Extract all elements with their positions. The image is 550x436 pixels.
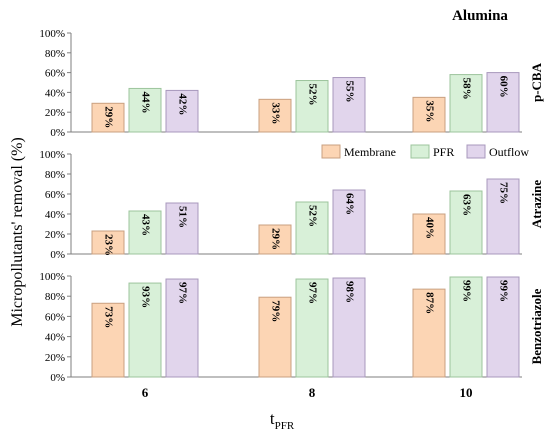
legend-label: Membrane — [344, 145, 396, 159]
bar-data-label: 75% — [497, 182, 509, 204]
bar-data-label: 40% — [423, 217, 435, 239]
bar-data-label: 52% — [306, 84, 318, 106]
bar-data-label: 42% — [176, 93, 188, 115]
bar-data-label: 29% — [102, 106, 114, 128]
y-tick-label: 20% — [45, 229, 65, 241]
y-tick-label: 60% — [45, 68, 65, 80]
bar-pfr-8 — [295, 201, 329, 255]
y-tick-label: 80% — [45, 169, 65, 181]
bar-data-label: 63% — [460, 194, 472, 216]
bar-data-label: 87% — [423, 292, 435, 314]
bar-data-label: 73% — [102, 306, 114, 328]
bar-pfr-8 — [295, 80, 329, 133]
panel-label: Benzotriazole — [529, 288, 544, 364]
panels-group: 0% 20% 40% 60% 80% 100% 29% 33% 35% 44% 52% 58% 42% 5… — [39, 28, 544, 384]
bar-data-label: 97% — [306, 282, 318, 304]
panel-atrazine: 0% 20% 40% 60% 80% 100% 23% 29% 40% 43% 52% 63% 51% 6… — [39, 149, 544, 261]
legend-item-outflow: Outflow — [466, 144, 529, 159]
bar-outflow-6 — [165, 278, 199, 378]
bar-data-label: 51% — [176, 206, 188, 228]
bar-data-label: 58% — [460, 78, 472, 100]
bar-data-label: 60% — [497, 76, 509, 98]
y-tick-label: 80% — [45, 48, 65, 60]
bar-membrane-10 — [412, 213, 446, 255]
bar-data-label: 33% — [269, 102, 281, 124]
legend-item-membrane: Membrane — [321, 144, 396, 159]
legend-swatch — [321, 144, 341, 159]
x-axis-label-sub: PFR — [275, 420, 295, 432]
legend-item-pfr: PFR — [410, 144, 454, 159]
bar-data-label: 93% — [139, 286, 151, 308]
legend-label: PFR — [433, 145, 454, 159]
legend-swatch — [410, 144, 430, 159]
bar-data-label: 79% — [269, 300, 281, 322]
bar-membrane-10 — [412, 288, 446, 378]
x-axis-label: tPFR — [270, 409, 295, 432]
chart-title: Alumina — [452, 8, 508, 24]
panel-label: p-CBA — [529, 62, 544, 102]
bar-outflow-6 — [165, 89, 199, 133]
y-tick-label: 60% — [45, 311, 65, 323]
bar-data-label: 97% — [176, 282, 188, 304]
x-tick-label: 8 — [309, 385, 316, 400]
bar-data-label: 52% — [306, 205, 318, 227]
bar-data-label: 29% — [269, 228, 281, 250]
legend: Membrane PFR Outflow — [321, 144, 529, 159]
panel-label: Atrazine — [529, 180, 544, 229]
bar-data-label: 64% — [343, 193, 355, 215]
y-tick-label: 20% — [45, 352, 65, 364]
y-tick-label: 40% — [45, 332, 65, 344]
y-tick-label: 20% — [45, 107, 65, 119]
y-tick-label: 40% — [45, 209, 65, 221]
bar-outflow-8 — [332, 189, 366, 255]
bar-pfr-6 — [128, 87, 162, 133]
bar-pfr-6 — [128, 282, 162, 378]
x-tick-labels: 6 8 10 — [142, 385, 473, 400]
y-tick-label: 40% — [45, 87, 65, 99]
bar-pfr-10 — [449, 74, 483, 133]
bar-membrane-8 — [258, 224, 292, 255]
y-tick-label: 100% — [39, 149, 65, 161]
bar-data-label: 43% — [139, 214, 151, 236]
bar-data-label: 23% — [102, 234, 114, 256]
x-tick-label: 10 — [460, 385, 473, 400]
bar-data-label: 98% — [343, 281, 355, 303]
bar-pfr-8 — [295, 278, 329, 378]
y-tick-label: 60% — [45, 189, 65, 201]
legend-label: Outflow — [489, 145, 529, 159]
y-tick-label: 0% — [50, 249, 65, 261]
bar-data-label: 99% — [460, 280, 472, 302]
bar-membrane-8 — [258, 296, 292, 378]
y-tick-label: 0% — [50, 127, 65, 139]
bar-membrane-8 — [258, 98, 292, 133]
bar-membrane-10 — [412, 96, 446, 133]
bar-membrane-6 — [91, 102, 125, 133]
bar-pfr-6 — [128, 210, 162, 255]
bar-membrane-6 — [91, 302, 125, 378]
y-axis-label: Micropollutants' removal (%) — [9, 137, 26, 327]
bar-outflow-6 — [165, 202, 199, 255]
bar-data-label: 55% — [343, 81, 355, 103]
bar-outflow-10 — [486, 276, 520, 378]
bar-data-label: 99% — [497, 280, 509, 302]
bar-pfr-10 — [449, 276, 483, 378]
y-tick-label: 80% — [45, 291, 65, 303]
bar-outflow-10 — [486, 178, 520, 255]
bar-data-label: 35% — [423, 100, 435, 122]
panel-p-cba: 0% 20% 40% 60% 80% 100% 29% 33% 35% 44% 52% 58% 42% 5… — [39, 28, 544, 139]
y-tick-label: 100% — [39, 271, 65, 283]
bar-outflow-8 — [332, 277, 366, 378]
y-tick-label: 0% — [50, 372, 65, 384]
y-tick-label: 100% — [39, 28, 65, 40]
x-axis-label-main: t — [270, 409, 275, 428]
legend-swatch — [466, 144, 486, 159]
bar-outflow-8 — [332, 77, 366, 133]
bar-pfr-10 — [449, 190, 483, 255]
panel-benzotriazole: 0% 20% 40% 60% 80% 100% 73% 79% 87% 93% 97% 99% 97% 9… — [39, 271, 544, 384]
x-tick-label: 6 — [142, 385, 149, 400]
bar-membrane-6 — [91, 230, 125, 255]
bar-data-label: 44% — [139, 91, 151, 113]
bar-outflow-10 — [486, 72, 520, 133]
